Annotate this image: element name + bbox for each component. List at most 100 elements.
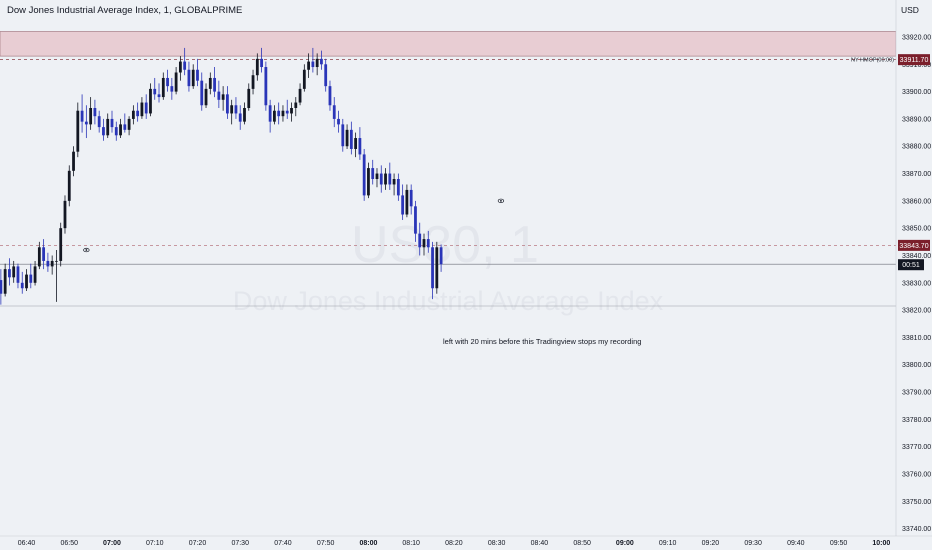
time-tick-label: 09:40 xyxy=(787,540,805,547)
time-tick-label: 08:10 xyxy=(402,540,420,547)
price-tick-label: 33850.00 xyxy=(902,226,931,233)
candle xyxy=(59,222,63,267)
candle xyxy=(200,72,204,111)
candle xyxy=(123,113,127,133)
candle xyxy=(354,132,358,158)
candle xyxy=(161,72,165,100)
candle xyxy=(422,233,426,256)
price-tick-label: 33890.00 xyxy=(902,116,931,123)
time-tick-label: 09:20 xyxy=(702,540,720,547)
candles-group xyxy=(0,47,443,305)
candle xyxy=(157,83,161,103)
candle xyxy=(166,69,169,92)
candle xyxy=(183,47,187,76)
time-tick-label: 06:50 xyxy=(60,540,78,547)
price-tick-label: 33800.00 xyxy=(902,362,931,369)
candle xyxy=(37,241,41,270)
countdown-tag: 00:51 xyxy=(898,259,924,271)
candle xyxy=(371,159,375,185)
candle xyxy=(76,102,80,158)
candle xyxy=(401,184,405,220)
candle xyxy=(3,263,7,297)
candle xyxy=(144,94,148,119)
candle xyxy=(102,118,105,141)
candle xyxy=(131,105,135,125)
price-tick-label: 33740.00 xyxy=(902,526,931,533)
candle xyxy=(106,113,110,139)
eye-marker-icon[interactable] xyxy=(83,247,90,253)
candle xyxy=(439,244,443,272)
price-axis[interactable] xyxy=(896,0,932,550)
previous-price-tag-text: 33843.70 xyxy=(899,243,928,250)
candle xyxy=(213,67,216,98)
price-tick-label: 33770.00 xyxy=(902,444,931,451)
candle xyxy=(290,102,293,122)
eye-marker-icon[interactable] xyxy=(497,198,505,204)
candle xyxy=(268,99,272,133)
candle xyxy=(302,64,306,92)
candle xyxy=(435,241,439,294)
candle xyxy=(349,121,353,155)
candle xyxy=(277,102,281,125)
candle xyxy=(55,250,58,302)
candle xyxy=(431,241,434,300)
candle xyxy=(396,173,400,201)
candle xyxy=(251,69,255,95)
candle xyxy=(234,97,238,119)
price-tick-label: 33870.00 xyxy=(902,171,931,178)
candle xyxy=(46,252,50,272)
ny-hmop-label-text: NY HMOP(00:00) xyxy=(851,58,894,64)
price-tick-label: 33840.00 xyxy=(902,253,931,260)
candle xyxy=(153,77,157,100)
time-tick-label: 07:30 xyxy=(231,540,249,547)
chart-annotation: left with 20 mins before this Tradingvie… xyxy=(443,337,642,346)
time-tick-label: 07:20 xyxy=(189,540,207,547)
candle xyxy=(426,230,430,253)
candle xyxy=(178,56,182,81)
candle xyxy=(8,258,11,286)
candle xyxy=(337,110,340,133)
candle xyxy=(328,80,332,111)
candle xyxy=(315,53,319,76)
time-tick-label: 07:10 xyxy=(146,540,164,547)
candle xyxy=(174,67,178,95)
countdown-tag-text: 00:51 xyxy=(902,262,920,269)
candle xyxy=(42,239,46,270)
candle xyxy=(63,195,67,234)
event-markers xyxy=(83,198,505,253)
ny-hmop-price-tag: 33911.70 xyxy=(898,54,930,66)
time-axis[interactable] xyxy=(0,536,932,550)
price-tick-label: 33750.00 xyxy=(902,499,931,506)
price-tick-label: 33900.00 xyxy=(902,89,931,96)
candle xyxy=(0,269,3,305)
previous-price-tag: 33843.70 xyxy=(898,239,930,251)
candle xyxy=(285,99,289,119)
ny-hmop-price-tag-text: 33911.70 xyxy=(900,57,929,64)
candle xyxy=(80,94,84,133)
time-tick-label: 07:50 xyxy=(317,540,335,547)
candle xyxy=(367,162,370,199)
candle xyxy=(204,83,208,108)
candle xyxy=(324,58,328,92)
candle xyxy=(217,80,221,108)
candle xyxy=(230,99,234,125)
candle xyxy=(332,97,336,128)
candle xyxy=(414,200,417,242)
candle xyxy=(345,124,349,149)
resistance-zone xyxy=(0,31,897,57)
candle xyxy=(358,127,362,160)
time-tick-label: 08:40 xyxy=(531,540,549,547)
candle xyxy=(196,58,199,87)
candle xyxy=(110,110,114,133)
time-axis-ticks: 06:40 06:50 07:00 07:10 07:20 07:30 07:40 07:50… xyxy=(18,540,891,547)
time-tick-label: 06:40 xyxy=(18,540,36,547)
time-tick-label: 09:00 xyxy=(616,540,634,547)
price-tick-label: 33760.00 xyxy=(902,471,931,478)
watermark-symbol: US30, 1 xyxy=(351,216,539,274)
candle xyxy=(294,97,298,117)
price-axis-ticks: 33740.00 33750.00 33760.00 33770.00 33780.00… xyxy=(902,34,931,533)
candle xyxy=(384,168,387,190)
candle xyxy=(89,97,93,130)
time-tick-label: 10:00 xyxy=(872,540,890,547)
